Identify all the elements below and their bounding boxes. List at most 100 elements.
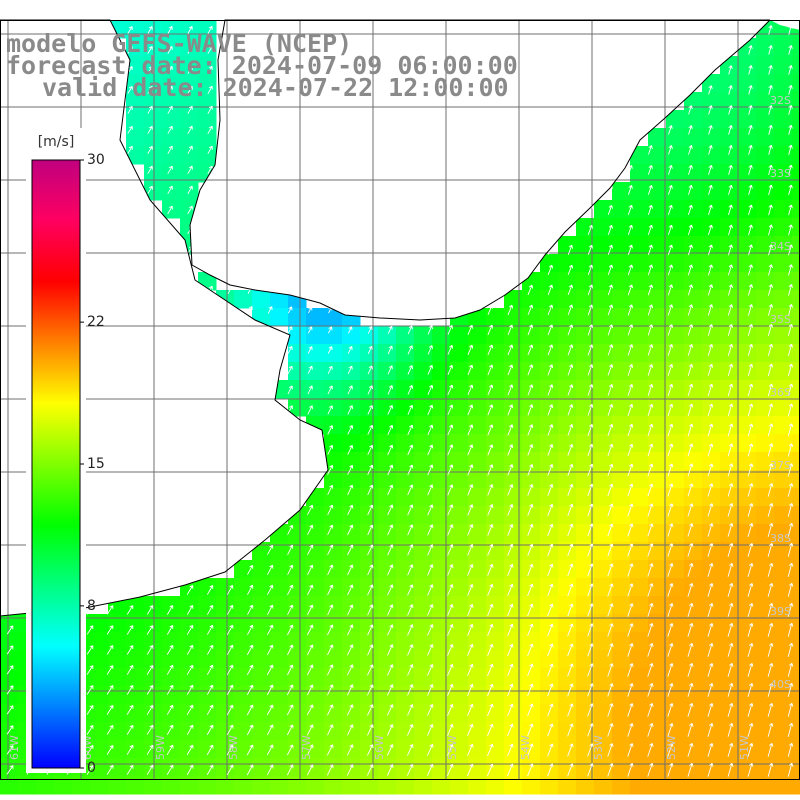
wind-arrow <box>687 423 694 437</box>
field-cell <box>162 614 181 633</box>
field-cell <box>792 614 800 633</box>
wind-arrow <box>547 264 554 276</box>
wind-arrow <box>767 682 774 697</box>
field-cell <box>126 776 145 795</box>
wind-arrow <box>787 323 794 336</box>
field-cell <box>612 776 631 795</box>
wind-arrow <box>387 424 394 435</box>
field-cell <box>702 650 721 669</box>
field-cell <box>324 650 343 669</box>
field-cell <box>630 344 649 363</box>
wind-arrow <box>487 504 494 516</box>
wind-arrow <box>647 324 654 336</box>
field-cell <box>342 488 361 507</box>
field-cell <box>324 506 343 525</box>
wind-arrow <box>527 384 534 396</box>
wind-arrow <box>347 425 354 435</box>
wind-arrow <box>246 664 254 676</box>
wind-arrow <box>147 145 153 154</box>
field-cell <box>630 236 649 255</box>
field-cell <box>666 290 685 309</box>
wind-arrow <box>547 763 554 777</box>
field-cell <box>540 560 559 579</box>
field-cell <box>432 614 451 633</box>
field-cell <box>162 596 181 615</box>
wind-arrow <box>527 404 534 416</box>
field-cell <box>360 416 379 435</box>
wind-arrow <box>587 663 594 677</box>
wind-arrow <box>747 642 754 657</box>
field-cell <box>234 614 253 633</box>
field-cell <box>360 776 379 795</box>
field-cell <box>414 524 433 543</box>
field-cell <box>450 596 469 615</box>
field-cell <box>558 596 577 615</box>
wind-arrow <box>407 365 413 375</box>
land-mass <box>770 20 800 30</box>
field-cell <box>270 740 289 759</box>
wind-arrow <box>747 522 754 537</box>
wind-arrow <box>306 744 314 756</box>
field-cell <box>486 740 505 759</box>
field-cell <box>774 650 793 669</box>
wind-arrow <box>246 744 254 756</box>
wind-arrow <box>226 764 234 776</box>
wind-arrow <box>627 304 634 316</box>
field-cell <box>522 668 541 687</box>
field-cell <box>756 110 775 129</box>
field-cell <box>468 758 487 777</box>
lon-label: 59W <box>154 735 167 760</box>
field-cell <box>468 668 487 687</box>
wind-arrow <box>707 582 714 597</box>
field-cell <box>684 272 703 291</box>
wind-arrow <box>727 582 734 597</box>
field-cell <box>738 776 757 795</box>
wind-arrow <box>127 46 133 54</box>
field-cell <box>522 722 541 741</box>
wind-arrow <box>347 444 354 455</box>
field-cell <box>378 344 397 363</box>
field-cell <box>702 362 721 381</box>
wind-arrow <box>366 744 374 756</box>
wind-arrow <box>527 543 534 556</box>
field-cell <box>594 578 613 597</box>
wind-arrow <box>707 662 714 677</box>
field-cell <box>162 164 181 183</box>
wind-arrow <box>747 503 754 517</box>
wind-arrow <box>547 444 554 456</box>
field-cell <box>378 614 397 633</box>
field-cell <box>630 686 649 705</box>
field-cell <box>792 254 800 273</box>
wind-arrow <box>106 605 114 615</box>
field-cell <box>738 434 757 453</box>
wind-arrow <box>507 344 514 356</box>
field-cell <box>720 452 739 471</box>
wind-arrow <box>287 564 294 576</box>
wind-arrow <box>607 344 614 356</box>
wind-arrow <box>507 703 514 717</box>
field-cell <box>252 596 271 615</box>
field-cell <box>630 488 649 507</box>
field-cell <box>756 776 775 795</box>
field-cell <box>306 740 325 759</box>
field-cell <box>414 578 433 597</box>
wind-arrow <box>767 502 774 517</box>
field-cell <box>450 506 469 525</box>
wind-arrow <box>447 464 454 476</box>
wind-arrow <box>708 164 713 175</box>
wind-arrow <box>728 125 733 135</box>
field-cell <box>576 524 595 543</box>
field-cell <box>792 470 800 489</box>
field-cell <box>720 740 739 759</box>
field-cell <box>738 236 757 255</box>
wind-arrow <box>287 664 294 676</box>
field-cell <box>306 776 325 795</box>
field-cell <box>396 776 415 795</box>
colorbar-tick-label: 15 <box>87 456 105 472</box>
field-cell <box>792 668 800 687</box>
wind-arrow <box>186 704 194 716</box>
wind-arrow <box>307 405 313 415</box>
wind-arrow <box>406 724 414 736</box>
field-cell <box>684 398 703 417</box>
